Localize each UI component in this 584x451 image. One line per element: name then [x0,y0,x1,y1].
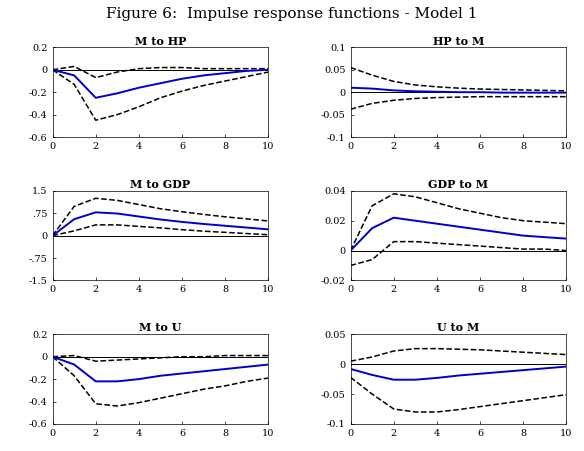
Text: Figure 6:  Impulse response functions - Model 1: Figure 6: Impulse response functions - M… [106,7,478,21]
Title: HP to M: HP to M [433,36,484,46]
Title: GDP to M: GDP to M [429,179,489,190]
Title: M to U: M to U [140,322,182,333]
Title: M to HP: M to HP [135,36,186,46]
Title: U to M: U to M [437,322,479,333]
Title: M to GDP: M to GDP [130,179,190,190]
